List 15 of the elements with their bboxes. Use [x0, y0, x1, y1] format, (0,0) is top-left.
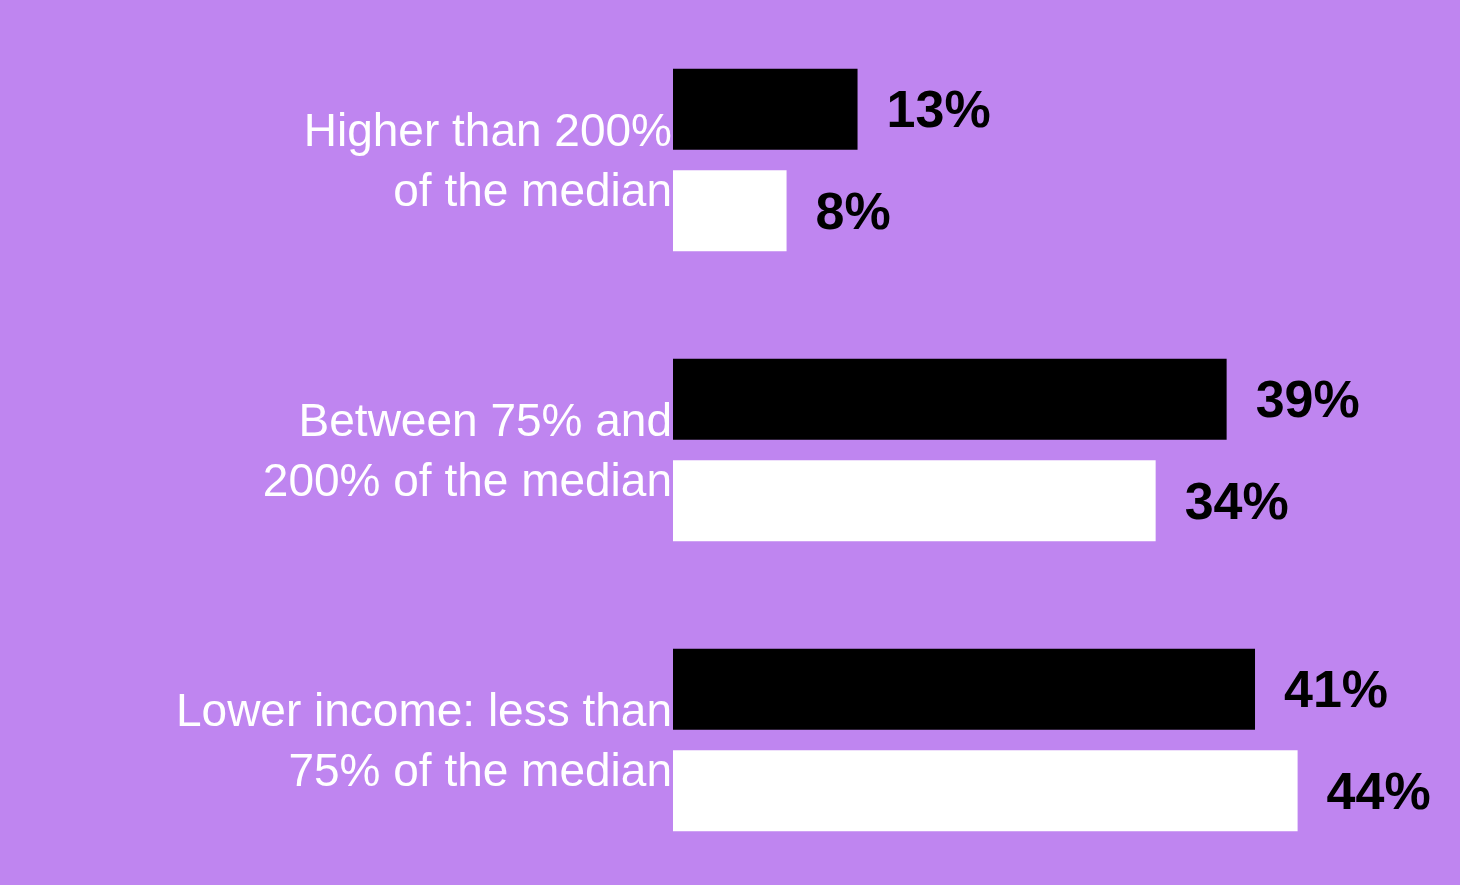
bar	[673, 750, 1298, 832]
data-label: 34%	[1158, 471, 1289, 530]
data-label: 8%	[789, 181, 891, 240]
bar	[673, 170, 787, 252]
data-label: 13%	[860, 80, 991, 139]
bar	[673, 358, 1227, 440]
bar	[673, 68, 858, 150]
data-label: 44%	[1300, 761, 1431, 820]
bar	[673, 648, 1256, 730]
data-label: 41%	[1258, 660, 1389, 719]
y-tick-label: Between 75% and 200% of the median	[262, 394, 672, 506]
data-label: 39%	[1229, 370, 1360, 429]
bar	[673, 460, 1156, 542]
y-tick-label: Lower income: less than 75% of the median	[175, 684, 672, 796]
y-tick-label: Higher than 200% of the median	[303, 104, 672, 216]
